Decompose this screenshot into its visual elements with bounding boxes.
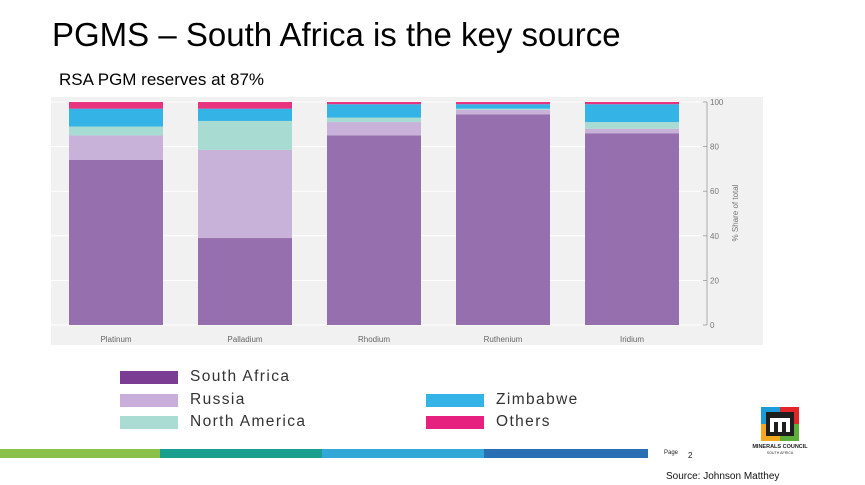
y-tick-label: 80	[710, 143, 719, 152]
footer-band-teal	[160, 449, 322, 458]
legend-label: Others	[496, 413, 551, 430]
bar-segment-south-africa	[327, 135, 421, 325]
bar-segment-russia	[327, 122, 421, 136]
legend-item-others: Others	[426, 411, 551, 433]
legend-item-russia: Russia	[120, 389, 246, 411]
page-number: 2	[688, 451, 693, 460]
legend-swatch	[120, 370, 178, 384]
legend-swatch	[426, 393, 484, 407]
legend-label: Zimbabwe	[496, 391, 579, 408]
page-label: Page	[664, 450, 679, 456]
legend-label: Russia	[190, 391, 246, 408]
x-tick-label: Ruthenium	[484, 335, 523, 344]
bar-segment-south-africa	[198, 238, 292, 325]
bar-segment-others	[585, 102, 679, 105]
bar-segment-south-africa	[69, 159, 163, 325]
x-tick-label: Iridium	[620, 335, 644, 344]
legend-label: North America	[190, 413, 307, 430]
legend-swatch	[426, 415, 484, 429]
y-tick-label: 0	[710, 321, 715, 330]
x-tick-label: Platinum	[100, 335, 131, 344]
slide-subtitle: RSA PGM reserves at 87%	[59, 70, 265, 89]
legend-item-north-america: North America	[120, 411, 306, 433]
source-note: Source: Johnson Matthey	[666, 471, 780, 482]
bar-segment-south-africa	[585, 133, 679, 325]
bar-segment-others	[327, 102, 421, 105]
bar-segment-zimbabwe	[585, 104, 679, 123]
y-tick-label: 20	[710, 276, 719, 285]
x-tick-label: Palladium	[227, 335, 262, 344]
bar-segment-north-america	[327, 117, 421, 123]
bar-segment-russia	[69, 135, 163, 160]
logo-mark-icon	[761, 407, 799, 441]
legend-swatch	[120, 415, 178, 429]
bar-segment-others	[456, 102, 550, 105]
y-axis-label: % Share of total	[731, 184, 740, 241]
bar-segment-zimbabwe	[456, 104, 550, 109]
bar-segment-north-america	[198, 120, 292, 150]
bar-segment-zimbabwe	[327, 104, 421, 118]
bar-segment-others	[69, 102, 163, 109]
legend-item-zimbabwe: Zimbabwe	[426, 389, 579, 411]
logo-name: MINERALS COUNCIL	[752, 444, 808, 450]
bar-segment-north-america	[456, 108, 550, 110]
bar-segment-north-america	[69, 126, 163, 136]
legend-label: South Africa	[190, 368, 291, 385]
y-tick-label: 60	[710, 187, 719, 196]
footer-band-green	[0, 449, 160, 458]
bar-segment-russia	[198, 149, 292, 239]
minerals-council-logo: MINERALS COUNCIL SOUTH AFRICA	[748, 407, 812, 461]
legend-swatch	[120, 393, 178, 407]
y-tick-label: 40	[710, 232, 719, 241]
bar-segment-zimbabwe	[198, 108, 292, 121]
bar-segment-russia	[585, 128, 679, 134]
bar-segment-zimbabwe	[69, 108, 163, 127]
logo-subtitle: SOUTH AFRICA	[766, 451, 794, 455]
footer-band-blue	[484, 449, 648, 458]
footer-band-sky	[322, 449, 484, 458]
y-tick-label: 100	[710, 98, 724, 107]
bar-segment-south-africa	[456, 114, 550, 325]
bar-segment-north-america	[585, 122, 679, 129]
x-tick-label: Rhodium	[358, 335, 390, 344]
legend-item-south-africa: South Africa	[120, 366, 290, 388]
slide-title: PGMS – South Africa is the key source	[52, 16, 621, 53]
bar-segment-russia	[456, 109, 550, 115]
bar-segment-others	[198, 102, 292, 109]
